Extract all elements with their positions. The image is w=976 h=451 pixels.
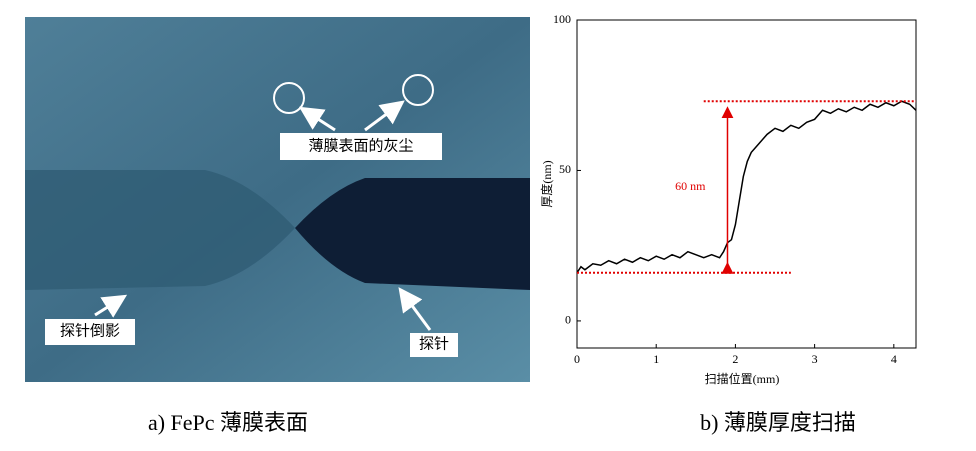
label-box bbox=[410, 333, 458, 357]
caption: a) FePc 薄膜表面 bbox=[148, 410, 308, 435]
x-tick-label: 2 bbox=[732, 352, 738, 366]
plot-frame bbox=[576, 19, 917, 349]
annotation: 薄膜表面的灰尘 bbox=[308, 137, 413, 154]
y-axis-label: 厚度(nm) bbox=[539, 160, 554, 207]
annotation: 60 nm bbox=[675, 179, 706, 193]
dust-circle bbox=[273, 82, 305, 114]
label-box bbox=[45, 319, 135, 345]
x-tick-label: 0 bbox=[574, 352, 580, 366]
annotation: 探针 bbox=[419, 335, 449, 352]
caption: b) 薄膜厚度扫描 bbox=[700, 410, 856, 435]
label-box bbox=[280, 133, 442, 160]
y-tick-label: 0 bbox=[565, 313, 571, 327]
arrow bbox=[364, 100, 405, 132]
arrow bbox=[398, 287, 432, 331]
data-line bbox=[576, 100, 917, 274]
x-tick-label: 4 bbox=[891, 352, 897, 366]
probe-reflection bbox=[25, 170, 295, 290]
arrow bbox=[298, 106, 336, 132]
probe bbox=[295, 178, 530, 290]
x-tick-label: 1 bbox=[653, 352, 659, 366]
y-tick-label: 50 bbox=[559, 162, 571, 176]
x-tick-label: 3 bbox=[812, 352, 818, 366]
annotation: 探针倒影 bbox=[60, 322, 120, 339]
arrow bbox=[94, 294, 128, 318]
photo: 薄膜表面的灰尘 探针倒影 探针 bbox=[25, 17, 530, 382]
y-tick-label: 100 bbox=[553, 12, 571, 26]
dust-circle bbox=[402, 74, 434, 106]
x-axis-label: 扫描位置(mm) bbox=[705, 371, 780, 386]
